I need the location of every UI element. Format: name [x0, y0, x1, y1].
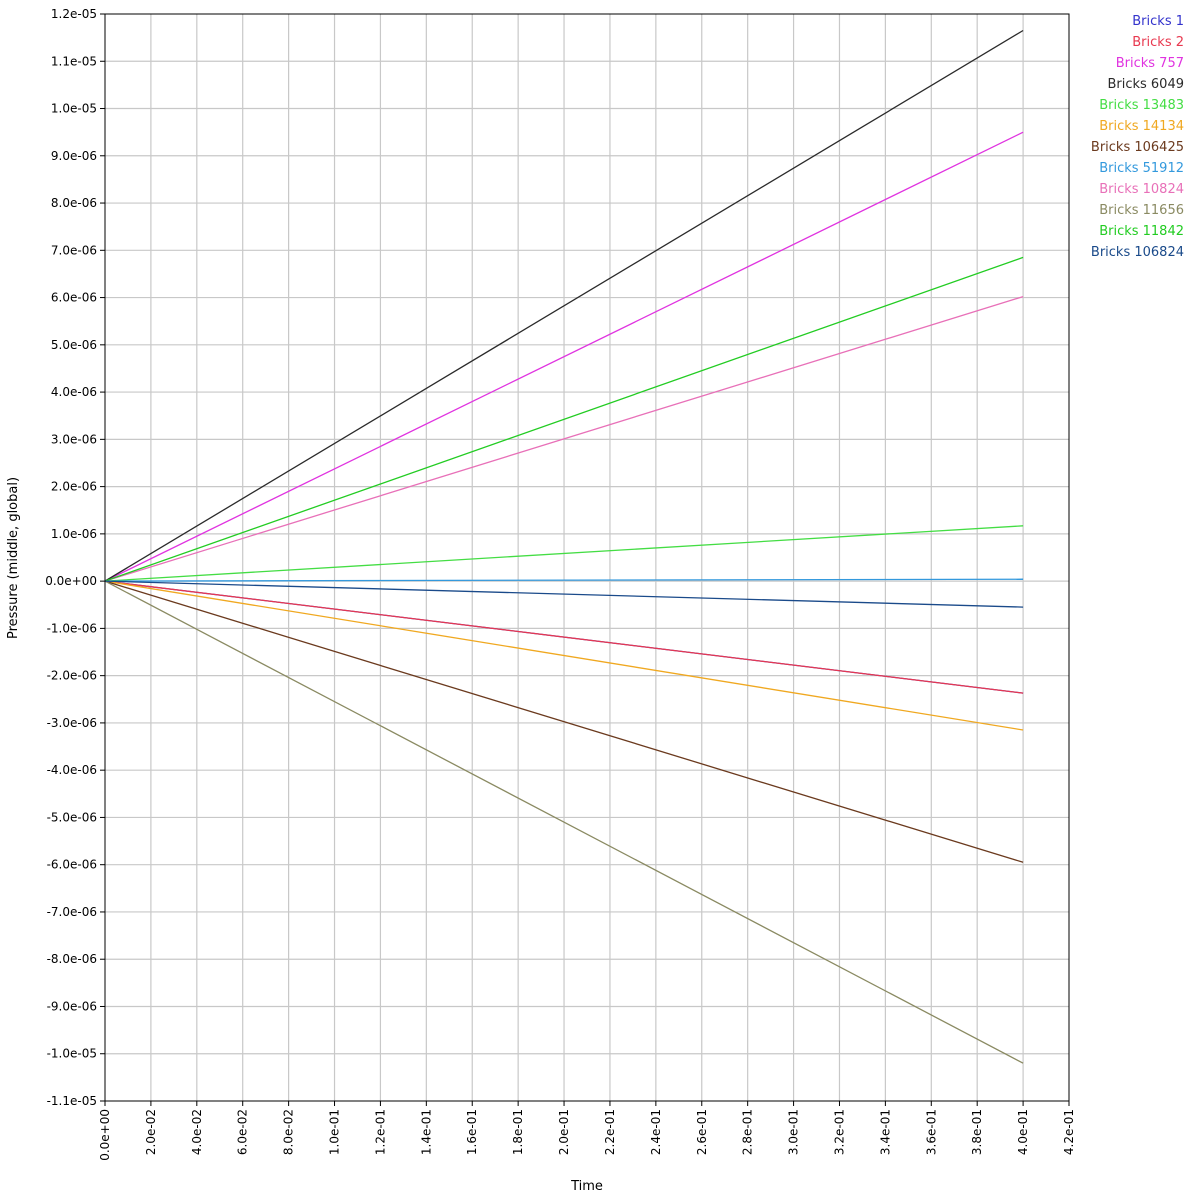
legend-entry: Bricks 51912 — [1099, 161, 1184, 176]
legend: Bricks 1 Bricks 2 Bricks 757 Bricks 6049 Bri… — [1091, 14, 1184, 260]
x-axis-label: Time — [570, 1179, 603, 1194]
series-line — [104, 580, 1024, 694]
series-line — [104, 580, 1024, 731]
legend-entry: Bricks 2 — [1132, 35, 1184, 50]
x-tick-label: 2.6e-01 — [695, 1109, 709, 1155]
x-tick-label: 4.0e-02 — [190, 1109, 204, 1155]
x-tick-label: 6.0e-02 — [236, 1109, 250, 1155]
x-tick-label: 2.8e-01 — [741, 1109, 755, 1155]
series-line — [104, 578, 1024, 582]
y-tick-label: 3.0e-06 — [51, 432, 97, 446]
y-tick-label: 0.0e+00 — [45, 574, 97, 588]
x-tick-label: 2.0e-02 — [144, 1109, 158, 1155]
x-tick-label: 3.6e-01 — [924, 1109, 938, 1155]
x-tick-label: 4.0e-01 — [1016, 1109, 1030, 1155]
x-tick-label: 2.0e-01 — [557, 1109, 571, 1155]
x-tick-label: 2.2e-01 — [603, 1109, 617, 1155]
legend-entry: Bricks 106824 — [1091, 245, 1184, 260]
grid — [105, 14, 1069, 1101]
y-tick-label: -5.0e-06 — [47, 810, 97, 824]
y-tick-label: 9.0e-06 — [51, 149, 97, 163]
y-tick-label: 2.0e-06 — [51, 480, 97, 494]
y-tick-label: 1.1e-05 — [51, 54, 97, 68]
x-tick-label: 3.2e-01 — [832, 1109, 846, 1155]
y-tick-label: 1.2e-05 — [51, 7, 97, 21]
y-tick-label: -1.1e-05 — [47, 1094, 97, 1108]
y-axis-ticks: 1.2e-05 1.1e-05 1.0e-05 9.0e-06 8.0e-06 7.0e-… — [45, 7, 105, 1108]
legend-entry: Bricks 13483 — [1099, 98, 1184, 113]
x-tick-label: 1.2e-01 — [373, 1109, 387, 1155]
y-tick-label: 1.0e-06 — [51, 527, 97, 541]
legend-entry: Bricks 1 — [1132, 14, 1184, 29]
series-line — [104, 580, 1024, 863]
x-tick-label: 1.0e-01 — [328, 1109, 342, 1155]
legend-entry: Bricks 757 — [1116, 56, 1184, 71]
y-tick-label: -1.0e-05 — [47, 1047, 97, 1061]
y-tick-label: 8.0e-06 — [51, 196, 97, 210]
series-line — [104, 295, 1024, 582]
y-tick-label: -4.0e-06 — [47, 763, 97, 777]
legend-entry: Bricks 11656 — [1099, 203, 1184, 218]
series-line — [104, 580, 1024, 1064]
series-line — [104, 131, 1024, 582]
series-line — [104, 580, 1024, 608]
x-tick-label: 1.8e-01 — [511, 1109, 525, 1155]
x-tick-label: 8.0e-02 — [282, 1109, 296, 1155]
y-tick-label: 4.0e-06 — [51, 385, 97, 399]
x-tick-label: 3.8e-01 — [970, 1109, 984, 1155]
series-lines — [104, 29, 1024, 1064]
legend-entry: Bricks 10824 — [1099, 182, 1184, 197]
series-line — [104, 29, 1024, 582]
series-line — [104, 525, 1024, 582]
y-tick-label: -3.0e-06 — [47, 716, 97, 730]
y-tick-label: 1.0e-05 — [51, 102, 97, 116]
y-tick-label: -6.0e-06 — [47, 858, 97, 872]
x-axis-ticks: 0.0e+00 2.0e-02 4.0e-02 6.0e-02 8.0e-02 1.0e-… — [98, 1101, 1076, 1161]
legend-entry: Bricks 14134 — [1099, 119, 1184, 134]
y-tick-label: 7.0e-06 — [51, 243, 97, 257]
x-tick-label: 2.4e-01 — [649, 1109, 663, 1155]
legend-entry: Bricks 6049 — [1107, 77, 1184, 92]
y-tick-label: -9.0e-06 — [47, 999, 97, 1013]
x-tick-label: 0.0e+00 — [98, 1109, 112, 1161]
y-axis-label: Pressure (middle, global) — [6, 477, 21, 639]
x-tick-label: 1.4e-01 — [419, 1109, 433, 1155]
y-tick-label: 6.0e-06 — [51, 291, 97, 305]
x-tick-label: 1.6e-01 — [465, 1109, 479, 1155]
plot-frame — [104, 13, 1070, 1102]
y-tick-label: 5.0e-06 — [51, 338, 97, 352]
series-line — [104, 256, 1024, 582]
legend-entry: Bricks 106425 — [1091, 140, 1184, 155]
y-tick-label: -1.0e-06 — [47, 621, 97, 635]
x-tick-label: 4.2e-01 — [1062, 1109, 1076, 1155]
y-tick-label: -2.0e-06 — [47, 669, 97, 683]
y-tick-label: -8.0e-06 — [47, 952, 97, 966]
x-tick-label: 3.4e-01 — [878, 1109, 892, 1155]
legend-entry: Bricks 11842 — [1099, 224, 1184, 239]
y-tick-label: -7.0e-06 — [47, 905, 97, 919]
x-tick-label: 3.0e-01 — [787, 1109, 801, 1155]
